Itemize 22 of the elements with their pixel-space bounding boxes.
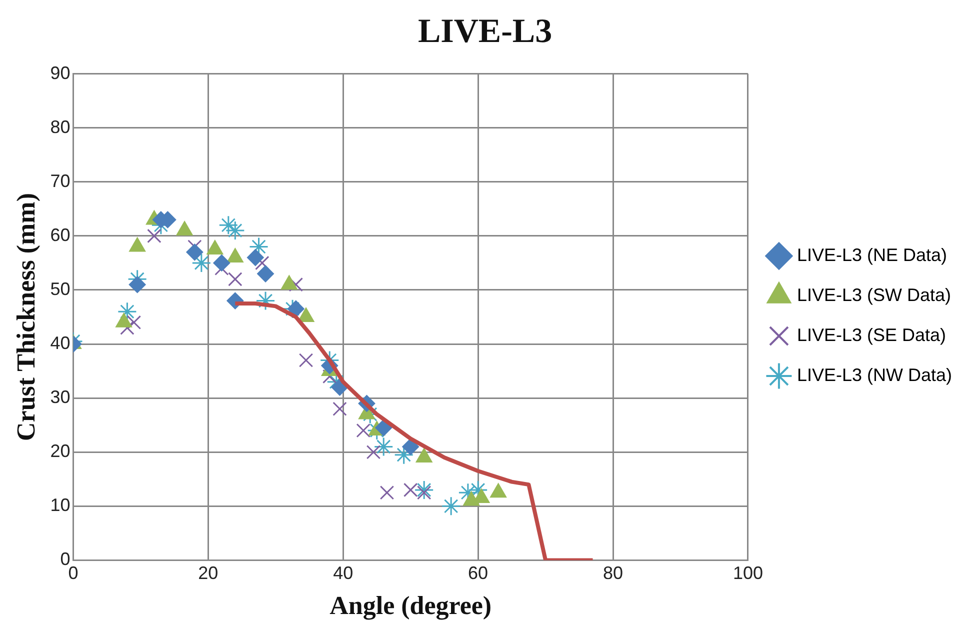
legend-label: LIVE-L3 (SW Data)	[796, 284, 952, 305]
y-axis-title: Crust Thickness (mm)	[11, 193, 40, 441]
y-tick-label: 80	[50, 116, 70, 137]
y-tick-label: 10	[50, 495, 70, 516]
x-axis-title: Angle (degree)	[330, 591, 492, 620]
chart-title: LIVE-L3	[418, 13, 552, 50]
x-tick-label: 20	[198, 562, 218, 583]
y-tick-label: 70	[50, 170, 70, 191]
x-tick-label: 100	[732, 562, 763, 583]
y-tick-label: 90	[50, 62, 70, 83]
y-tick-label: 40	[50, 332, 70, 353]
y-tick-label: 30	[50, 387, 70, 408]
x-tick-label: 80	[602, 562, 624, 583]
y-tick-label: 20	[50, 441, 70, 462]
x-tick-label: 40	[333, 562, 354, 583]
y-tick-label: 0	[60, 549, 70, 570]
legend-label: LIVE-L3 (SE Data)	[796, 324, 946, 345]
y-tick-label: 50	[50, 278, 70, 299]
y-tick-label: 60	[50, 224, 70, 245]
legend-label: LIVE-L3 (NW Data)	[796, 364, 952, 385]
legend-label: LIVE-L3 (NE Data)	[796, 244, 948, 265]
x-tick-label: 60	[468, 562, 488, 583]
